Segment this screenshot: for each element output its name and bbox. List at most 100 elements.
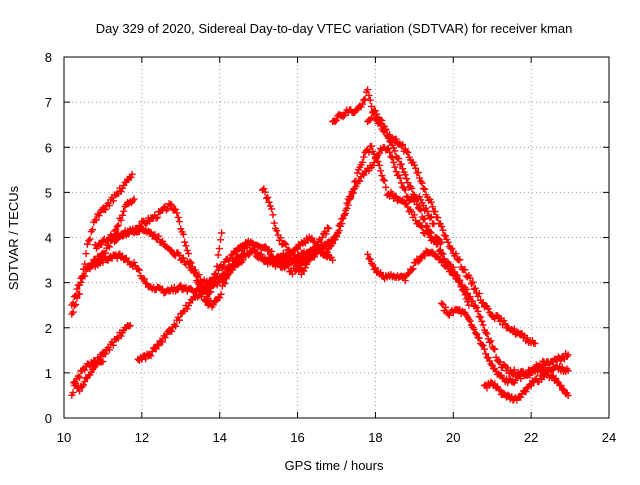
data-point [142, 220, 150, 228]
data-point [113, 222, 121, 230]
data-point [182, 242, 190, 250]
data-point [270, 219, 278, 227]
data-point [113, 254, 121, 262]
data-point [464, 298, 472, 306]
data-point [531, 340, 539, 348]
data-point [392, 135, 400, 143]
data-point [442, 232, 449, 240]
data-point [117, 216, 125, 224]
data-point [175, 218, 183, 226]
data-point [538, 363, 546, 371]
y-tick-label: 7 [45, 95, 52, 110]
data-point [439, 255, 447, 263]
data-point [222, 275, 230, 283]
data-point [233, 248, 241, 256]
data-point [373, 110, 381, 118]
data-point [473, 304, 481, 312]
data-point [488, 361, 496, 369]
data-point [82, 374, 90, 382]
data-point [477, 313, 485, 321]
data-point [448, 245, 456, 253]
y-tick-label: 3 [45, 276, 52, 291]
y-tick-label: 8 [45, 50, 52, 65]
data-point [71, 378, 79, 386]
data-point [368, 102, 376, 110]
data-point [391, 163, 399, 171]
data-point [179, 254, 187, 262]
data-point [541, 361, 549, 369]
data-point [186, 299, 194, 307]
x-tick-label: 22 [524, 430, 538, 445]
data-point [284, 262, 292, 270]
data-point [386, 148, 394, 156]
data-point [351, 178, 359, 186]
data-point [403, 148, 411, 156]
data-point [522, 370, 530, 378]
x-tick-label: 12 [135, 430, 149, 445]
y-tick-label: 6 [45, 140, 52, 155]
data-point [378, 117, 386, 125]
data-point [517, 393, 525, 401]
data-point [434, 240, 442, 248]
data-point [98, 241, 106, 249]
data-point [456, 256, 464, 264]
data-point [523, 371, 531, 379]
data-point [423, 207, 431, 215]
data-point [168, 201, 176, 209]
data-point [564, 391, 572, 399]
data-point [474, 307, 482, 315]
data-point [81, 378, 89, 386]
data-point [517, 375, 525, 383]
data-point [217, 290, 225, 298]
data-point [310, 238, 318, 246]
data-point [479, 321, 487, 329]
data-point [491, 345, 499, 353]
data-point [379, 176, 387, 184]
data-point [403, 199, 411, 207]
y-axis-label: SDTVAR / TECUs [6, 185, 21, 290]
data-point [218, 229, 226, 237]
data-point [340, 211, 348, 219]
data-point [397, 179, 405, 187]
data-point [177, 225, 185, 233]
data-point [483, 330, 491, 338]
data-point [421, 215, 429, 223]
data-point [323, 248, 331, 256]
data-point [368, 142, 376, 150]
data-point [243, 244, 251, 252]
data-point [553, 377, 561, 385]
data-point [421, 185, 429, 193]
data-point [173, 209, 181, 217]
data-point [220, 262, 228, 270]
data-point [122, 231, 130, 239]
data-point [475, 290, 483, 298]
data-point [69, 389, 77, 397]
data-point [417, 196, 425, 204]
data-point [418, 223, 426, 231]
data-point [260, 185, 268, 193]
data-point [118, 252, 126, 260]
data-point [414, 169, 422, 177]
data-point [209, 301, 217, 309]
data-point [401, 171, 409, 179]
data-point [308, 234, 316, 242]
data-point [214, 251, 222, 259]
data-point [431, 208, 439, 216]
data-point [120, 207, 128, 215]
data-point [484, 305, 492, 313]
data-point [227, 251, 235, 259]
data-point [504, 391, 512, 399]
data-point [109, 197, 117, 205]
data-point [500, 389, 508, 397]
data-point [475, 334, 483, 342]
data-point [434, 214, 442, 222]
data-point [294, 245, 302, 253]
data-point [152, 214, 160, 222]
data-point [412, 194, 420, 202]
data-point [510, 325, 518, 333]
data-point [530, 366, 538, 374]
data-point [403, 192, 411, 200]
data-point [134, 265, 142, 273]
data-point [185, 250, 193, 258]
chart-title: Day 329 of 2020, Sidereal Day-to-day VTE… [96, 21, 573, 36]
